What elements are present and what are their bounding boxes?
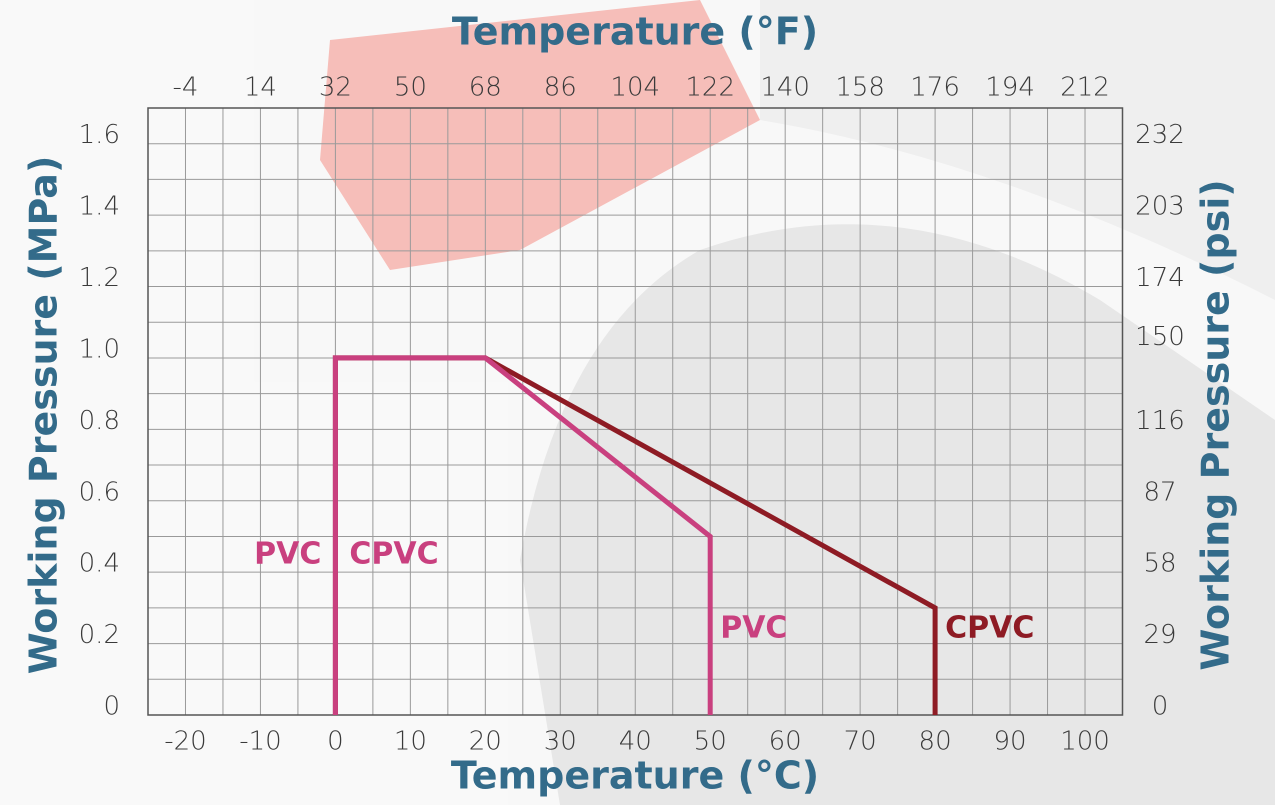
y2-tick-label: 174 [1135, 263, 1185, 293]
y2-tick-label: 58 [1143, 549, 1176, 579]
x2-tick-label: -4 [173, 73, 199, 103]
plot: CPVC PVC PVC CPVC [254, 355, 1034, 715]
x2-tick-label: 122 [685, 73, 735, 103]
x-tick-label: 10 [394, 727, 427, 757]
y2-axis-title: Working Pressure (psi) [1194, 179, 1238, 670]
y-tick-label: 1.4 [79, 192, 120, 222]
x2-tick-label: 176 [910, 73, 960, 103]
y-tick-label: 1.0 [79, 334, 120, 364]
plot-frame [147, 107, 1124, 716]
x-tick-label: 40 [619, 727, 652, 757]
x2-tick-label: 104 [610, 73, 660, 103]
x-tick-label: -10 [239, 727, 281, 757]
y-tick-label: 0.8 [79, 406, 120, 436]
x-tick-label: 100 [1060, 727, 1110, 757]
y2-tick-label: 203 [1135, 192, 1185, 222]
x-tick-label: -20 [164, 727, 206, 757]
x2-tick-label: 68 [469, 73, 502, 103]
x-tick-label: 80 [919, 727, 952, 757]
y2-tick-label: 116 [1135, 406, 1185, 436]
y2-tick-label: 87 [1143, 477, 1176, 507]
series-label: CPVC [945, 611, 1034, 646]
x2-tick-label: 140 [760, 73, 810, 103]
y2-tick-label: 232 [1135, 120, 1185, 150]
annotation: CPVC [349, 537, 438, 572]
x-tick-label: 90 [994, 727, 1027, 757]
x-tick-label: 0 [327, 727, 344, 757]
x-tick-label: 70 [844, 727, 877, 757]
x-axis-title: Temperature (°C) [451, 754, 819, 798]
annotation: PVC [254, 537, 321, 572]
x2-tick-label: 194 [985, 73, 1035, 103]
x-tick-label: 30 [544, 727, 577, 757]
x2-tick-label: 50 [394, 73, 427, 103]
y-tick-label: 0.2 [79, 620, 120, 650]
y-tick-label: 1.2 [79, 263, 120, 293]
y-tick-label: 1.6 [79, 120, 120, 150]
x2-tick-label: 212 [1060, 73, 1110, 103]
y-tick-label: 0 [103, 692, 120, 722]
series-label: PVC [720, 611, 787, 646]
grid [148, 108, 1123, 715]
series-line [332, 355, 713, 715]
y-axis-title: Working Pressure (MPa) [22, 156, 66, 675]
x2-tick-label: 158 [835, 73, 885, 103]
x2-tick-label: 14 [244, 73, 277, 103]
x-tick-label: 50 [694, 727, 727, 757]
x-tick-label: 20 [469, 727, 502, 757]
y-tick-label: 0.4 [79, 549, 120, 579]
y2-tick-label: 0 [1152, 692, 1169, 722]
y-tick-label: 0.6 [79, 477, 120, 507]
x2-tick-label: 86 [544, 73, 577, 103]
y2-tick-label: 150 [1135, 322, 1185, 352]
x2-axis-title: Temperature (°F) [452, 10, 818, 54]
x2-tick-label: 32 [319, 73, 352, 103]
x-tick-label: 60 [769, 727, 802, 757]
y2-tick-label: 29 [1143, 620, 1176, 650]
